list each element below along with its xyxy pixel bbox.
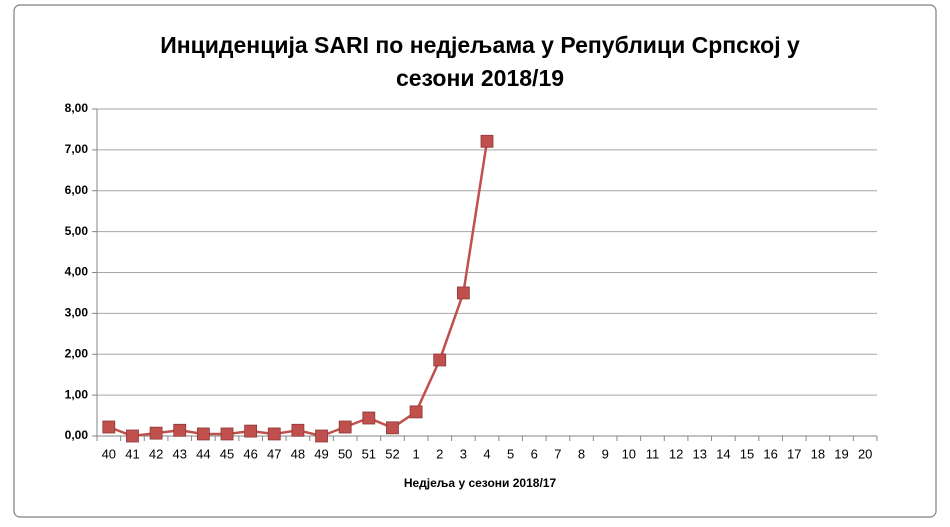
x-tick-label: 52 (385, 446, 399, 461)
marker (480, 134, 494, 148)
y-tick-label: 5,00 (65, 224, 89, 238)
x-tick-label: 3 (460, 446, 467, 461)
marker (173, 423, 187, 437)
x-tick-label: 42 (149, 446, 163, 461)
x-tick-label: 8 (578, 446, 585, 461)
x-tick-label: 2 (436, 446, 443, 461)
x-tick-label: 45 (220, 446, 234, 461)
chart-title: сезони 2018/19 (396, 65, 564, 91)
marker (291, 423, 305, 437)
marker (267, 427, 281, 441)
marker (386, 421, 399, 435)
marker (220, 427, 234, 441)
y-tick-label: 0,00 (65, 428, 89, 442)
x-tick-label: 6 (531, 446, 538, 461)
x-tick-label: 44 (196, 446, 210, 461)
x-tick-label: 19 (834, 446, 848, 461)
x-tick-label: 13 (692, 446, 706, 461)
marker (126, 429, 139, 443)
y-tick-label: 2,00 (65, 346, 89, 360)
marker (315, 429, 328, 443)
y-tick-label: 7,00 (65, 142, 89, 156)
y-tick-label: 6,00 (65, 183, 89, 197)
x-tick-label: 49 (314, 446, 328, 461)
x-tick-label: 16 (763, 446, 777, 461)
x-tick-label: 11 (646, 446, 660, 461)
marker (409, 405, 423, 419)
x-tick-label: 51 (362, 446, 376, 461)
x-tick-label: 47 (267, 446, 281, 461)
x-tick-label: 9 (602, 446, 609, 461)
x-tick-label: 41 (125, 446, 139, 461)
chart-title: Инциденција SARI по недјељама у Републиц… (160, 32, 800, 58)
marker (456, 286, 470, 300)
x-tick-label: 20 (858, 446, 872, 461)
marker (362, 411, 376, 425)
x-tick-label: 10 (622, 446, 636, 461)
marker (149, 426, 163, 440)
marker (102, 420, 116, 434)
chart-frame (13, 4, 937, 518)
x-tick-label: 1 (412, 446, 419, 461)
x-tick-label: 17 (787, 446, 801, 461)
y-tick-label: 3,00 (65, 306, 89, 320)
y-tick-label: 8,00 (65, 101, 89, 115)
y-tick-label: 4,00 (65, 265, 89, 279)
x-tick-label: 4 (483, 446, 490, 461)
x-tick-label: 50 (338, 446, 352, 461)
y-tick-label: 1,00 (65, 387, 89, 401)
x-tick-label: 7 (554, 446, 561, 461)
x-tick-label: 48 (291, 446, 305, 461)
marker (338, 420, 352, 434)
x-tick-label: 12 (669, 446, 683, 461)
x-tick-label: 46 (243, 446, 257, 461)
x-tick-label: 14 (716, 446, 730, 461)
x-tick-label: 18 (811, 446, 825, 461)
x-tick-label: 40 (102, 446, 116, 461)
marker (196, 427, 210, 441)
marker (244, 424, 258, 438)
x-tick-label: 43 (172, 446, 186, 461)
x-tick-label: 15 (740, 446, 754, 461)
x-tick-label: 5 (507, 446, 514, 461)
x-axis-label: Недјеља у сезони 2018/17 (404, 476, 557, 490)
marker (433, 353, 447, 367)
